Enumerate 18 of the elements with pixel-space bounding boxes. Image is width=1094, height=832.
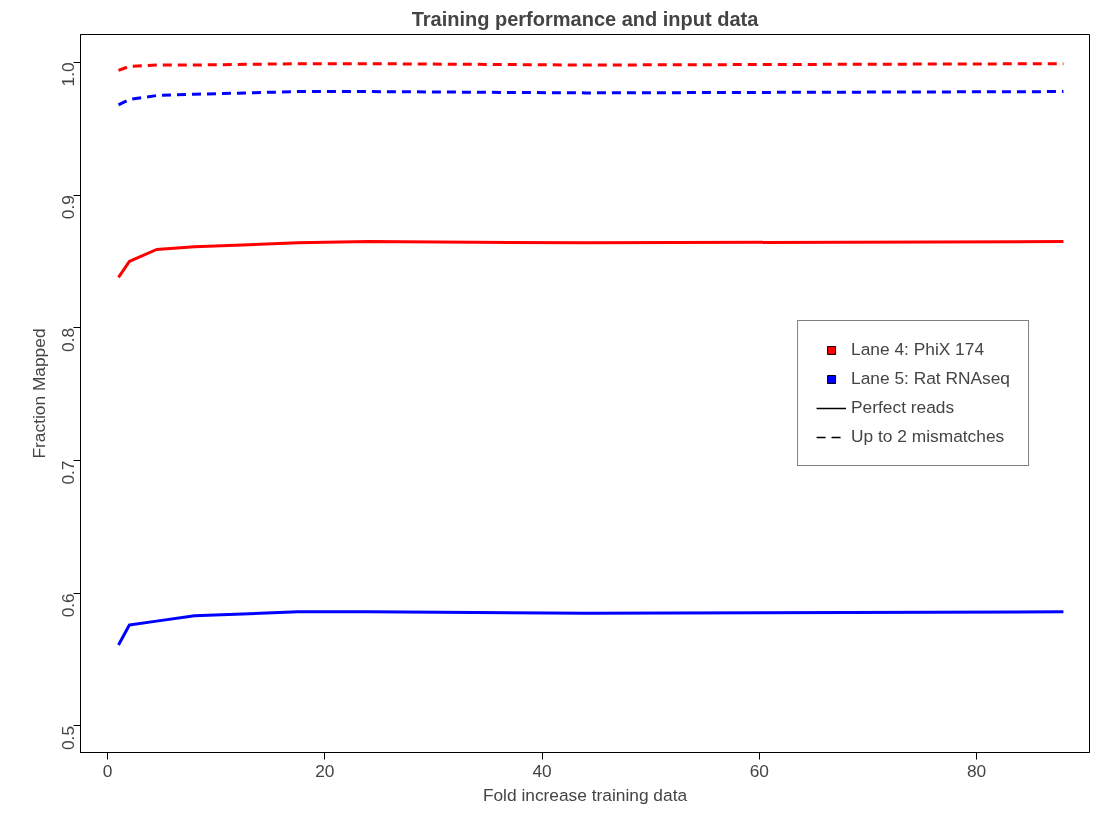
x-tick-label: 0	[102, 760, 113, 781]
x-axis-title: Fold increase training data	[482, 784, 688, 805]
legend-label: Lane 4: PhiX 174	[851, 339, 985, 360]
y-tick-label: 0.9	[58, 195, 79, 220]
y-tick-label: 0.6	[58, 593, 79, 618]
legend-label: Lane 5: Rat RNAseq	[851, 368, 1010, 389]
x-tick-label: 60	[749, 760, 769, 781]
x-tick-label: 80	[966, 760, 987, 781]
y-tick-label: 0.8	[58, 327, 79, 352]
x-tick-label: 20	[315, 760, 335, 781]
annotation: Perfect reads	[851, 397, 955, 418]
x-tick-label: 40	[532, 760, 552, 781]
y-tick-label: 0.5	[58, 725, 79, 751]
y-tick-label: 0.7	[58, 460, 79, 485]
y-axis-title: Fraction Mapped	[28, 328, 49, 459]
y-tick-label: 1.0	[58, 62, 79, 87]
annotation: Up to 2 mismatches	[851, 426, 1005, 447]
chart-title: Training performance and input data	[411, 7, 760, 30]
